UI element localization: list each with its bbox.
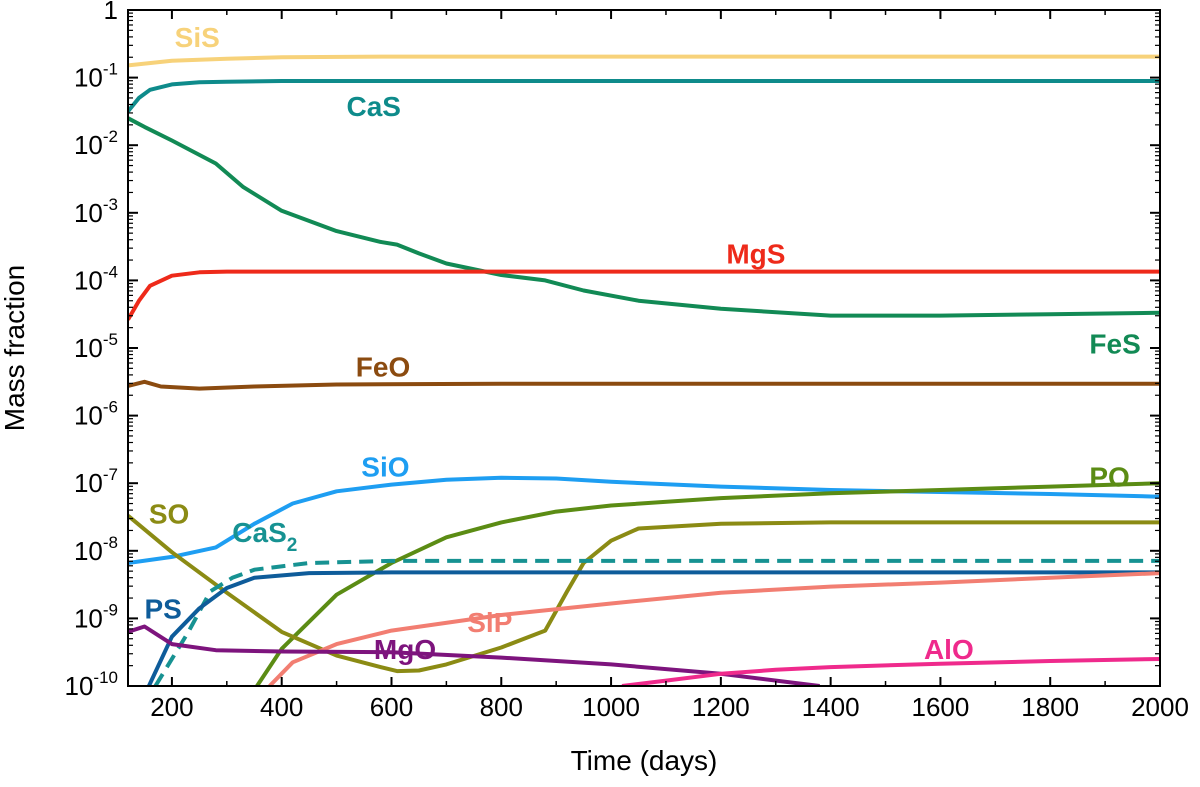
plot-frame (127, 9, 1161, 687)
x-tick-label: 800 (480, 692, 523, 722)
series-label-sip: SiP (467, 607, 512, 638)
series-label-alo: AlO (924, 634, 974, 665)
x-tick-label: 200 (150, 692, 193, 722)
series-line-cas2 (153, 558, 1160, 686)
x-tick-label: 1400 (802, 692, 860, 722)
series-line-fes (128, 116, 1160, 318)
y-tick-label: 10-7 (74, 465, 118, 498)
tick-layer: 200 400 600 800 1000 1200 1400 1600 1800 2000 1 10-… (65, 0, 1189, 722)
series-label-sis: SiS (175, 22, 220, 53)
series-label-sio: SiO (361, 451, 409, 482)
x-tick-label: 1600 (912, 692, 970, 722)
y-tick-label: 10-1 (74, 60, 118, 93)
x-tick-label: 400 (260, 692, 303, 722)
y-tick-label: 1 (104, 0, 118, 25)
x-tick-label: 1200 (692, 692, 750, 722)
y-tick-label: 10-8 (74, 533, 118, 566)
y-tick-label: 10-3 (74, 195, 118, 228)
x-tick-label: 1000 (582, 692, 640, 722)
y-tick-label: 10-5 (74, 330, 118, 363)
series-line-sis (128, 54, 1160, 68)
y-tick-label: 10-6 (74, 398, 118, 431)
series-label-cas2: CaS2 (232, 517, 297, 556)
series-layer (128, 54, 1160, 686)
y-tick-label: 10-2 (74, 127, 118, 160)
series-line-feo (128, 379, 1160, 391)
series-line-ps (147, 570, 1160, 686)
series-label-cas: CaS (346, 91, 400, 122)
series-label-feo: FeO (356, 351, 410, 382)
series-line-mgo (128, 624, 820, 686)
series-label-mgo: MgO (374, 634, 436, 665)
series-label-fes: FeS (1089, 328, 1140, 359)
series-line-cas (128, 79, 1160, 113)
series-line-alo (621, 657, 1160, 686)
series-label-ps: PS (144, 593, 181, 624)
series-label-po: PO (1089, 461, 1129, 492)
y-tick-label: 10-10 (65, 668, 119, 701)
y-tick-label: 10-9 (74, 600, 118, 633)
series-line-po (255, 481, 1160, 686)
series-label-so: SO (149, 499, 189, 530)
y-axis-title: Mass fraction (0, 265, 30, 432)
series-label-mgs: MgS (726, 238, 785, 269)
x-tick-label: 600 (370, 692, 413, 722)
series-label-layer: SiS CaS FeS MgS FeO SiO PO SO CaS2 PS SiP MgO AlO (144, 22, 1140, 665)
x-tick-label: 2000 (1131, 692, 1189, 722)
series-line-mgs (128, 269, 1160, 321)
x-axis-title: Time (days) (571, 745, 718, 776)
y-tick-label: 10-4 (74, 262, 118, 295)
x-tick-label: 1800 (1021, 692, 1079, 722)
